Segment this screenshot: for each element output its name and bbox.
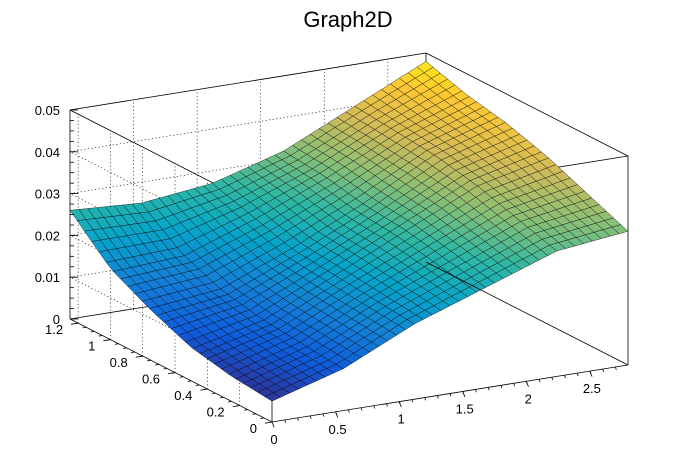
x-minor-tick — [373, 405, 376, 409]
y-tick-label: 0 — [250, 421, 257, 436]
y-tick-label: 1.2 — [45, 322, 63, 337]
y-minor-tick — [114, 343, 119, 345]
x-minor-tick — [602, 368, 605, 373]
y-minor-tick — [139, 355, 143, 358]
x-tick-label: 0 — [270, 432, 277, 447]
box-edge — [69, 318, 273, 423]
axis-ticks: 00.511.522.500.20.40.60.811.200.010.020.… — [35, 103, 617, 447]
y-tick-label: 0.8 — [110, 355, 128, 370]
x-minor-tick — [449, 393, 452, 397]
y-tick-label: 0.4 — [174, 388, 192, 403]
surface-cell — [611, 224, 629, 234]
x-minor-tick — [322, 413, 325, 417]
x-minor-tick — [411, 399, 414, 403]
x-minor-tick — [551, 377, 554, 381]
x-minor-tick — [347, 409, 350, 413]
y-tick-label: 1 — [88, 339, 95, 354]
y-minor-tick — [155, 363, 159, 366]
x-minor-tick — [284, 419, 287, 423]
x-minor-tick — [360, 407, 363, 411]
x-minor-tick — [525, 381, 528, 385]
z-tick-label: 0.04 — [35, 145, 60, 160]
x-tick-label: 0.5 — [329, 422, 347, 437]
x-minor-tick — [297, 417, 299, 421]
y-minor-tick — [203, 388, 208, 391]
y-tick-label: 0.6 — [142, 372, 160, 387]
y-minor-tick — [171, 372, 176, 374]
x-tick-label: 2.5 — [583, 381, 601, 396]
x-minor-tick — [538, 379, 541, 383]
x-minor-tick — [424, 397, 427, 401]
z-tick-label: 0.03 — [35, 187, 60, 202]
y-tick-label: 0.2 — [207, 405, 225, 420]
y-minor-tick — [236, 405, 240, 407]
y-minor-tick — [195, 384, 200, 386]
y-minor-tick — [82, 326, 87, 329]
x-minor-tick — [487, 387, 490, 391]
x-minor-tick — [614, 366, 617, 370]
y-minor-tick — [187, 380, 192, 382]
y-tick — [264, 421, 273, 424]
z-tick-label: 0.05 — [35, 103, 60, 118]
y-minor-tick — [122, 347, 127, 349]
x-minor-tick — [475, 389, 477, 393]
x-tick-label: 1.5 — [456, 401, 474, 416]
z-tick-label: 0.02 — [35, 228, 60, 243]
z-tick-label: 0.01 — [35, 270, 60, 285]
x-minor-tick — [564, 375, 566, 379]
x-tick-label: 2 — [525, 391, 532, 406]
x-minor-tick — [386, 403, 388, 407]
chart-title: Graph2D — [303, 7, 392, 32]
y-minor-tick — [163, 368, 168, 370]
x-minor-tick — [462, 391, 465, 395]
x-tick-label: 1 — [398, 412, 405, 427]
x-minor-tick — [309, 415, 312, 419]
x-tick — [271, 421, 275, 428]
x-minor-tick — [513, 383, 516, 387]
y-minor-tick — [211, 392, 216, 395]
box-edge — [425, 261, 629, 366]
y-minor-tick — [131, 351, 135, 353]
y-minor-tick — [74, 322, 79, 325]
x-minor-tick — [589, 370, 592, 375]
x-minor-tick — [335, 411, 338, 415]
y-minor-tick — [219, 396, 224, 399]
y-minor-tick — [179, 376, 184, 378]
y-minor-tick — [260, 417, 264, 419]
y-minor-tick — [252, 413, 256, 415]
x-minor-tick — [436, 395, 439, 399]
y-minor-tick — [106, 339, 111, 341]
y-minor-tick — [90, 330, 95, 333]
y-minor-tick — [228, 401, 232, 403]
y-minor-tick — [98, 335, 103, 337]
surface-mesh — [69, 61, 629, 402]
z-tick-label: 0 — [53, 312, 60, 327]
y-minor-tick — [244, 409, 248, 411]
x-minor-tick — [398, 401, 401, 405]
x-minor-tick — [500, 385, 503, 389]
y-minor-tick — [147, 359, 151, 362]
box-edge — [425, 52, 629, 157]
x-minor-tick — [576, 372, 579, 377]
